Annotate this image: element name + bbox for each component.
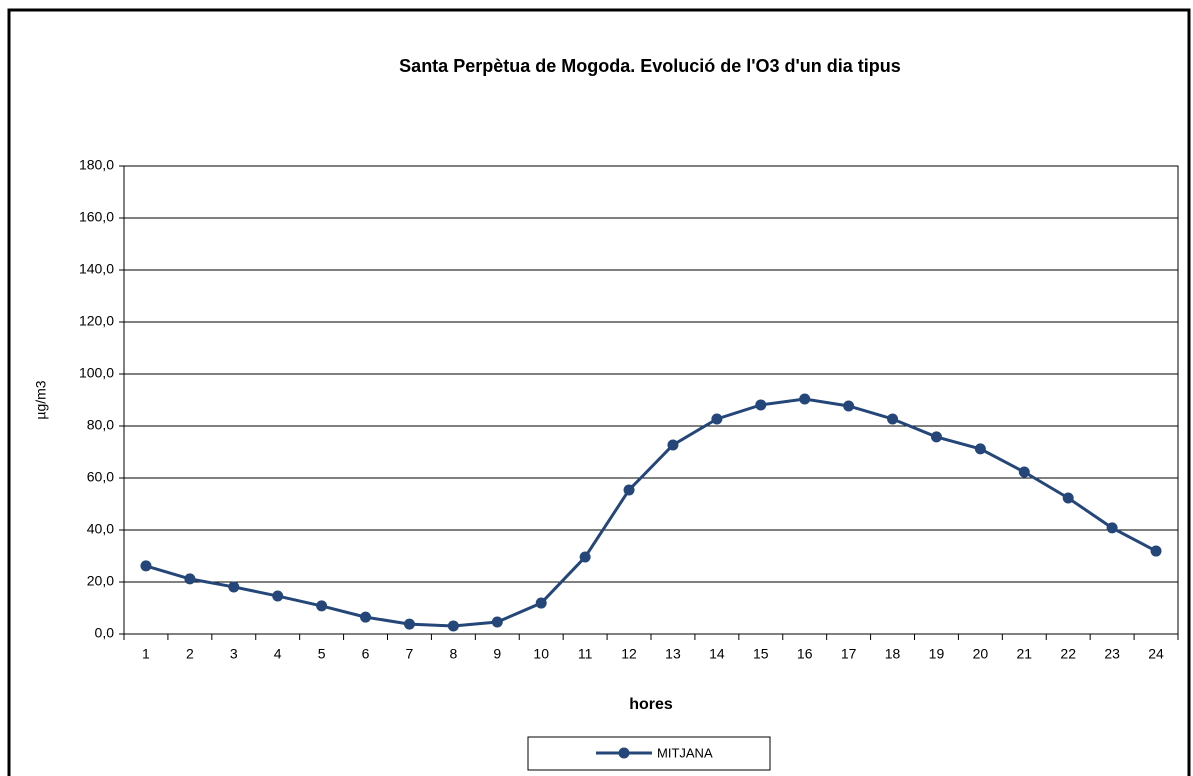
x-tick-label: 18 (885, 646, 901, 662)
point (579, 551, 591, 563)
x-tick-label: 5 (318, 646, 326, 662)
y-tick-label: 180,0 (79, 157, 114, 173)
x-axis-label: hores (629, 696, 673, 713)
x-tick-label: 17 (841, 646, 857, 662)
point (799, 393, 811, 405)
point (755, 399, 767, 411)
x-tick-label: 9 (493, 646, 501, 662)
point (930, 431, 942, 443)
x-tick-label: 23 (1104, 646, 1120, 662)
x-tick-label: 20 (973, 646, 989, 662)
point (1106, 522, 1118, 534)
point (843, 400, 855, 412)
y-tick-label: 160,0 (79, 209, 114, 225)
y-tick-label: 120,0 (79, 313, 114, 329)
x-tick-label: 12 (621, 646, 637, 662)
x-tick-label: 14 (709, 646, 725, 662)
x-tick-label: 24 (1148, 646, 1164, 662)
x-tick-label: 6 (362, 646, 370, 662)
point (491, 616, 503, 628)
chart-border (7, 8, 1191, 776)
point (447, 620, 459, 632)
point (184, 573, 196, 585)
point (403, 618, 415, 630)
point (316, 600, 328, 612)
legend-label: MITJANA (657, 745, 713, 760)
y-axis-label: µg/m3 (33, 380, 49, 419)
point (228, 581, 240, 593)
point (711, 413, 723, 425)
point (1150, 545, 1162, 557)
x-tick-label: 16 (797, 646, 813, 662)
series-line (145, 397, 1157, 628)
x-tick-label: 19 (929, 646, 945, 662)
point (1018, 466, 1030, 478)
point (360, 611, 372, 623)
point (667, 439, 679, 451)
point (887, 413, 899, 425)
x-tick-label: 15 (753, 646, 769, 662)
x-tick-label: 21 (1017, 646, 1033, 662)
point (272, 590, 284, 602)
chart-title: Santa Perpètua de Mogoda. Evolució de l'… (399, 56, 901, 76)
point (1062, 492, 1074, 504)
y-tick-label: 0,0 (95, 625, 115, 641)
x-tick-label: 11 (578, 646, 593, 662)
point (623, 484, 635, 496)
point (140, 560, 152, 572)
legend-marker (618, 747, 630, 759)
y-tick-label: 60,0 (87, 469, 114, 485)
y-tick-label: 80,0 (87, 417, 114, 433)
y-tick-label: 40,0 (87, 521, 114, 537)
x-tick-label: 1 (142, 646, 150, 662)
y-tick-label: 140,0 (79, 261, 114, 277)
y-tick-label: 100,0 (79, 365, 114, 381)
x-tick-label: 13 (665, 646, 681, 662)
x-tick-label: 22 (1060, 646, 1076, 662)
x-tick-label: 7 (406, 646, 414, 662)
x-tick-label: 3 (230, 646, 238, 662)
x-tick-label: 8 (449, 646, 457, 662)
x-tick-label: 4 (274, 646, 282, 662)
y-tick-label: 20,0 (87, 573, 114, 589)
point (974, 443, 986, 455)
x-tick-label: 2 (186, 646, 194, 662)
point (535, 597, 547, 609)
x-tick-label: 10 (533, 646, 549, 662)
